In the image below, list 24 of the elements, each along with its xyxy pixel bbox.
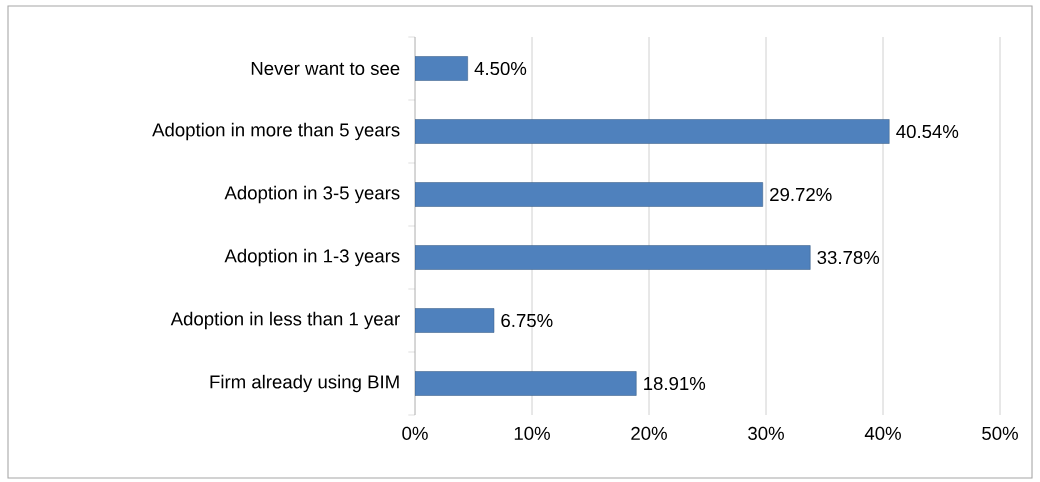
bar xyxy=(415,56,468,81)
x-tick-label: 40% xyxy=(864,426,901,440)
x-tick-label: 50% xyxy=(982,426,1018,440)
x-tick-label: 0% xyxy=(402,426,428,440)
x-tick-label: 20% xyxy=(631,426,667,440)
y-tick-label: Adoption in less than 1 year xyxy=(170,311,400,330)
y-tick-label: Firm already using BIM xyxy=(210,374,399,393)
y-tick-label: Never want to see xyxy=(251,62,400,75)
data-label: 29.72% xyxy=(770,187,832,202)
data-label: 33.78% xyxy=(817,250,880,265)
y-tick-label: Adoption in 1-3 years xyxy=(224,248,400,267)
bar xyxy=(415,245,811,270)
bar xyxy=(415,182,763,207)
bar xyxy=(415,308,495,333)
data-label: 6.75% xyxy=(501,313,553,328)
data-label: 18.91% xyxy=(644,376,706,391)
x-tick-label: 30% xyxy=(748,426,784,440)
bar xyxy=(415,119,890,144)
y-tick-label: Adoption in more than 5 years xyxy=(152,122,400,141)
data-label: 40.54% xyxy=(896,124,959,139)
bar xyxy=(415,371,637,396)
y-tick-label: Adoption in 3-5 years xyxy=(224,185,400,204)
x-tick-label: 10% xyxy=(514,426,550,440)
data-label: 4.50% xyxy=(474,61,527,76)
